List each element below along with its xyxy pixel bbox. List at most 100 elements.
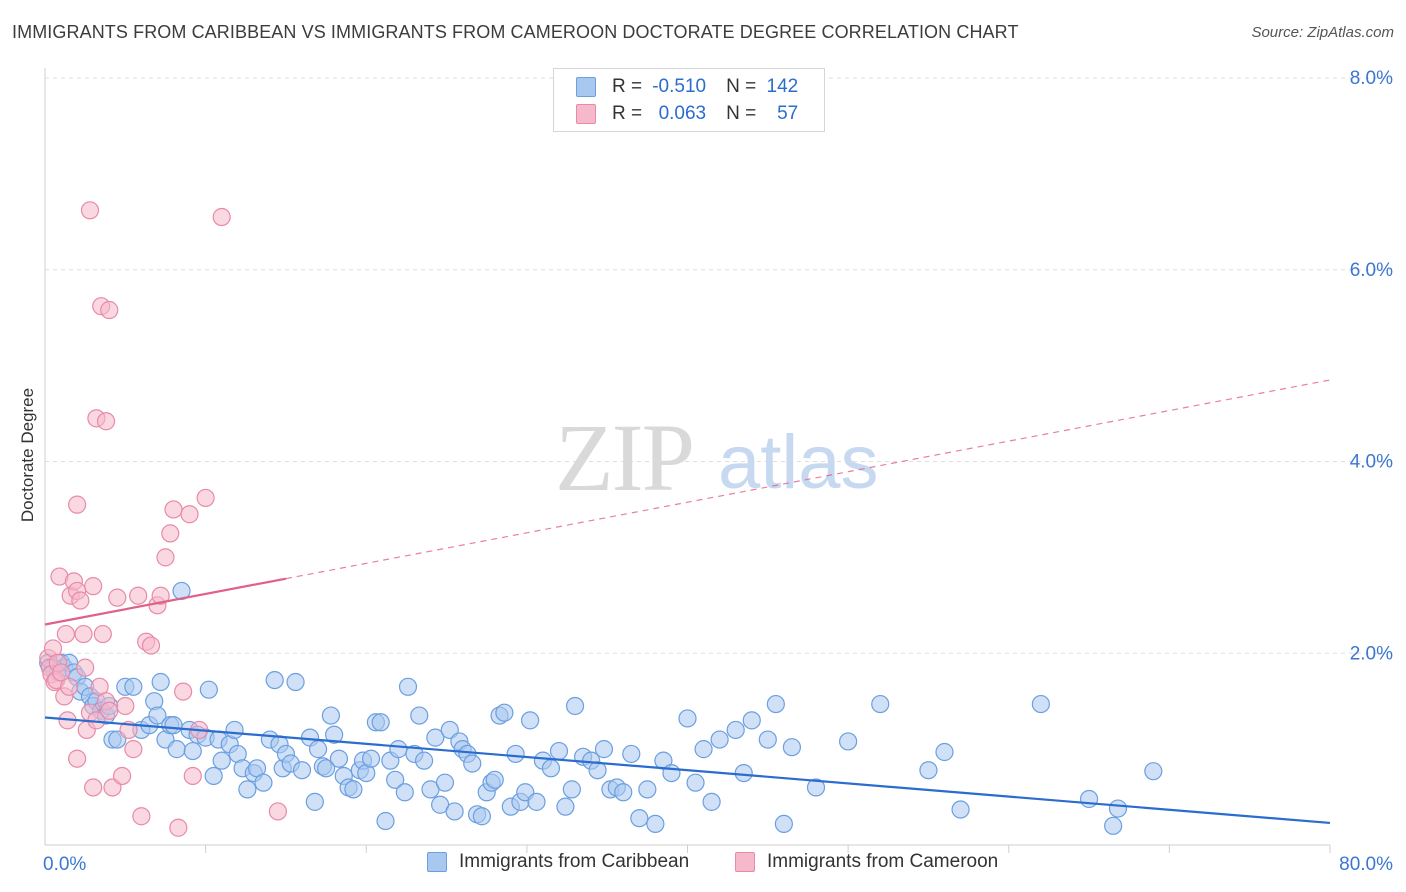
legend-label-cameroon: Immigrants from Cameroon [767, 851, 999, 872]
point-caribbean [414, 751, 434, 770]
point-caribbean [148, 706, 167, 725]
point-caribbean [292, 761, 312, 780]
point-caribbean [361, 749, 381, 768]
legend-r-label: R = [612, 103, 643, 124]
point-caribbean [726, 720, 745, 740]
point-cameroon [151, 586, 170, 605]
legend-n-value: 57 [777, 103, 799, 124]
point-caribbean [758, 730, 777, 749]
point-caribbean [124, 677, 143, 696]
point-caribbean [622, 744, 641, 764]
point-caribbean [527, 792, 546, 811]
point-caribbean [212, 751, 231, 770]
point-cameroon [76, 658, 95, 677]
point-caribbean [549, 741, 569, 761]
point-caribbean [410, 706, 429, 725]
point-caribbean [951, 800, 970, 819]
point-caribbean [562, 780, 581, 799]
point-cameroon [100, 300, 119, 320]
point-caribbean [871, 694, 890, 714]
legend-row-cameroon: R = 0.063 N = 57 [576, 101, 798, 127]
legend-item-cameroon[interactable]: Immigrants from Cameroon [735, 851, 998, 873]
point-caribbean [308, 740, 328, 759]
point-caribbean [1144, 762, 1163, 781]
point-caribbean [199, 680, 218, 699]
point-caribbean [445, 802, 464, 821]
point-caribbean [678, 709, 697, 728]
point-cameroon [74, 624, 93, 644]
legend-label-caribbean: Immigrants from Caribbean [459, 851, 690, 872]
legend-swatch-caribbean [427, 852, 447, 872]
point-caribbean [520, 711, 540, 730]
point-caribbean [1079, 789, 1099, 809]
point-caribbean [371, 713, 390, 732]
point-cameroon [68, 749, 87, 768]
watermark-zip: ZIP [555, 404, 693, 511]
x-tick-label: 80.0% [1339, 854, 1393, 875]
point-caribbean [935, 742, 954, 762]
point-caribbean [686, 773, 705, 792]
point-cameroon [180, 505, 199, 524]
point-caribbean [376, 811, 395, 831]
trendline-caribbean [44, 716, 1331, 825]
point-cameroon [196, 488, 215, 508]
point-caribbean [662, 763, 681, 783]
point-caribbean [329, 749, 349, 768]
series-legend: Immigrants from Caribbean Immigrants fro… [0, 851, 1406, 877]
point-caribbean [541, 759, 561, 778]
x-tick-label: 0.0% [43, 854, 86, 875]
point-caribbean [506, 744, 525, 764]
point-caribbean [806, 778, 826, 797]
trendline-cameroon-solid [44, 577, 287, 626]
point-caribbean [839, 732, 858, 751]
point-caribbean [321, 706, 341, 725]
point-caribbean [395, 783, 414, 802]
y-tick-label: 6.0% [1350, 260, 1393, 281]
point-caribbean [710, 730, 729, 749]
grid-lines [45, 77, 1392, 654]
y-tick-label: 2.0% [1350, 643, 1393, 664]
point-caribbean [389, 740, 408, 759]
legend-swatch-cameroon [735, 852, 755, 872]
point-caribbean [386, 770, 405, 789]
point-caribbean [485, 770, 504, 789]
tick-labels: 2.0% 4.0% 6.0% 8.0% 0.0% 80.0% [43, 68, 1393, 875]
point-caribbean [254, 773, 273, 792]
point-cameroon [161, 524, 180, 543]
point-caribbean [204, 766, 223, 786]
point-caribbean [167, 740, 186, 759]
point-caribbean [435, 773, 455, 792]
point-cameroon [71, 591, 90, 610]
point-cameroon [108, 588, 127, 607]
point-caribbean [782, 738, 802, 757]
y-tick-label: 4.0% [1350, 452, 1393, 473]
point-caribbean [151, 672, 170, 692]
point-caribbean [694, 740, 713, 759]
point-cameroon [84, 778, 103, 797]
point-caribbean [325, 725, 344, 744]
point-cameroon [59, 677, 79, 696]
point-cameroon [68, 495, 87, 514]
legend-r-value: -0.510 [652, 76, 707, 97]
point-caribbean [774, 814, 793, 834]
legend-n-label: N = [726, 103, 757, 124]
point-caribbean [1108, 799, 1128, 818]
legend-n-label: N = [726, 76, 757, 97]
y-tick-label: 8.0% [1350, 68, 1393, 89]
point-cameroon [84, 577, 103, 596]
point-caribbean [734, 763, 753, 783]
point-caribbean [305, 792, 324, 811]
point-cameroon [112, 766, 132, 786]
point-caribbean [1031, 694, 1050, 714]
point-cameroon [129, 586, 148, 605]
point-caribbean [646, 814, 665, 834]
point-caribbean [463, 754, 482, 773]
point-cameroon [268, 802, 288, 821]
source-label: Source: ZipAtlas.com [1251, 24, 1394, 41]
point-caribbean [614, 783, 633, 802]
point-caribbean [638, 780, 657, 799]
legend-item-caribbean[interactable]: Immigrants from Caribbean [427, 851, 689, 873]
point-cameroon [124, 740, 143, 759]
watermark: ZIP atlas [555, 404, 879, 511]
